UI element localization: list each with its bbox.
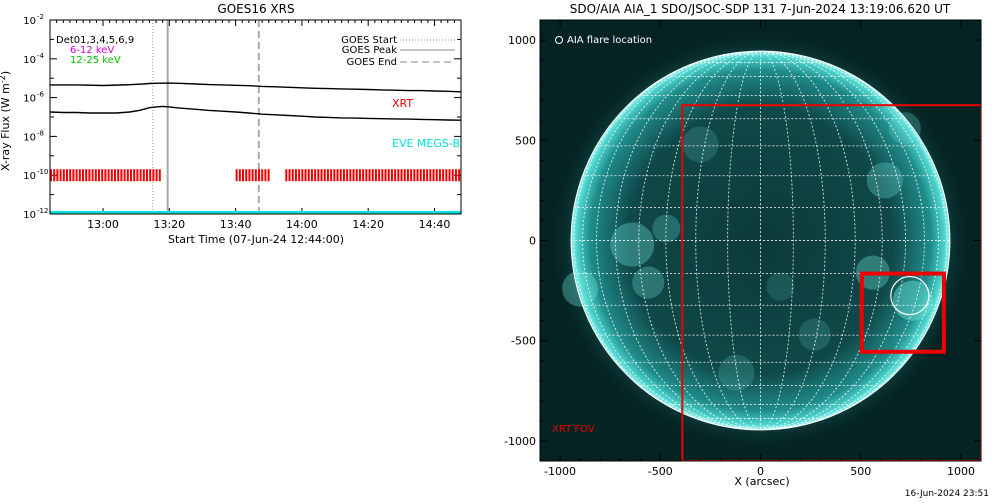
aia-overlays <box>681 104 981 461</box>
active-region-glow <box>766 272 795 301</box>
y-tick-exponent: -2 <box>37 13 44 21</box>
aia-y-tick-label: 1000 <box>508 34 536 47</box>
y-tick-label: 10 <box>23 132 36 143</box>
y-tick-exponent: -4 <box>37 52 45 60</box>
active-region-glow <box>866 162 903 199</box>
y-tick-exponent: -8 <box>37 129 44 137</box>
longitude-line <box>573 51 761 430</box>
legend-goes-start: GOES Start <box>341 35 397 46</box>
lightcurve-title: GOES16 XRS <box>217 2 294 16</box>
aia-x-tick-label: -500 <box>648 465 673 478</box>
aia-ticks: -1000 -500 0 500 1000 1000 500 0 -500 -1000 <box>504 20 981 478</box>
aia-image-panel: SDO/AIA AIA_1 SDO/JSOC-SDP 131 7-Jun-202… <box>504 2 989 499</box>
series-line-1 <box>50 105 461 121</box>
aia-x-tick-label: 1000 <box>947 465 975 478</box>
xrt-fov-label: XRT FOV <box>552 424 595 435</box>
aia-title: SDO/AIA AIA_1 SDO/JSOC-SDP 131 7-Jun-202… <box>570 2 951 16</box>
goes-lightcurve-panel: GOES16 XRS 13:00 13:20 13:40 14:00 14:20 14:4… <box>0 2 462 246</box>
longitude-line <box>665 51 761 430</box>
longitude-line <box>760 51 826 430</box>
longitude-line <box>638 51 761 430</box>
plot-timestamp: 16-Jun-2024 23:51 <box>905 489 989 499</box>
heliographic-grid <box>571 51 950 430</box>
active-region-glow <box>892 280 933 321</box>
longitude-line <box>760 51 939 430</box>
flare-legend-marker <box>555 36 563 44</box>
longitude-line <box>760 51 925 430</box>
active-region-glow <box>718 354 755 391</box>
y-tick-label: 10 <box>23 55 36 66</box>
longitude-line <box>760 51 883 430</box>
x-tick-label: 14:00 <box>286 218 318 231</box>
active-region-glow <box>562 270 599 307</box>
x-tick-label: 13:00 <box>87 218 119 231</box>
lightcurve-frame <box>49 19 462 215</box>
longitude-line <box>695 51 761 430</box>
y-tick-exponent: -10 <box>37 168 48 176</box>
lightcurve-ylabel: X-ray Flux (W m-2) <box>0 71 12 171</box>
goes-event-legend: GOES Start GOES Peak GOES End <box>341 35 455 68</box>
legend-detectors: Det01,3,4,5,6,9 <box>56 35 134 46</box>
aia-y-tick-label: -1000 <box>504 435 536 448</box>
active-region-glow <box>798 318 831 351</box>
active-region-glow <box>888 112 921 145</box>
longitude-line <box>760 51 794 430</box>
legend-goes-end: GOES End <box>347 57 397 68</box>
y-tick-label: 10 <box>23 16 36 27</box>
longitude-line <box>582 51 761 430</box>
longitude-line <box>596 51 761 430</box>
active-region-glow <box>632 266 665 299</box>
eve-annotation: EVE MEGS-B <box>392 137 460 150</box>
active-region-glow <box>682 126 719 163</box>
x-tick-label: 13:20 <box>153 218 185 231</box>
x-tick-label: 14:20 <box>352 218 384 231</box>
xrt-annotation: XRT <box>392 97 413 110</box>
series-line-0 <box>50 82 461 93</box>
x-tick-label: 13:40 <box>220 218 252 231</box>
aia-y-tick-label: 0 <box>529 235 536 248</box>
lightcurve-xlabel: Start Time (07-Jun-24 12:44:00) <box>168 233 344 246</box>
aia-x-tick-label: -1000 <box>544 465 576 478</box>
y-tick-label: 10 <box>23 171 36 182</box>
y-tick-label: 10 <box>23 210 36 221</box>
detector-legend: Det01,3,4,5,6,9 6-12 keV 12-25 keV <box>56 35 134 66</box>
aia-xlabel: X (arcsec) <box>734 475 789 488</box>
aia-x-tick-label: 500 <box>850 465 871 478</box>
solar-limb <box>570 50 951 431</box>
longitude-line <box>760 51 856 430</box>
xrt-target-box <box>859 271 946 354</box>
y-tick-exponent: -6 <box>37 91 45 99</box>
flare-legend: AIA flare location <box>567 35 652 46</box>
y-tick-exponent: -12 <box>37 207 48 215</box>
active-regions <box>562 112 933 391</box>
legend-12-25kev: 12-25 keV <box>70 55 121 66</box>
longitude-line <box>760 51 948 430</box>
xrt-fov-box <box>681 104 981 461</box>
aia-x-tick-label: 0 <box>757 465 764 478</box>
x-tick-label: 14:40 <box>419 218 451 231</box>
active-region-glow <box>610 222 655 267</box>
legend-6-12kev: 6-12 keV <box>70 45 114 56</box>
longitude-line <box>727 51 761 430</box>
aia-y-tick-label: 500 <box>515 134 536 147</box>
lightcurve-plot-area <box>50 20 461 214</box>
legend-goes-peak: GOES Peak <box>342 45 397 56</box>
aia-image <box>548 28 981 461</box>
flare-location-marker <box>890 275 930 316</box>
y-tick-label: 10 <box>23 94 36 105</box>
aia-y-tick-label: -500 <box>511 335 536 348</box>
